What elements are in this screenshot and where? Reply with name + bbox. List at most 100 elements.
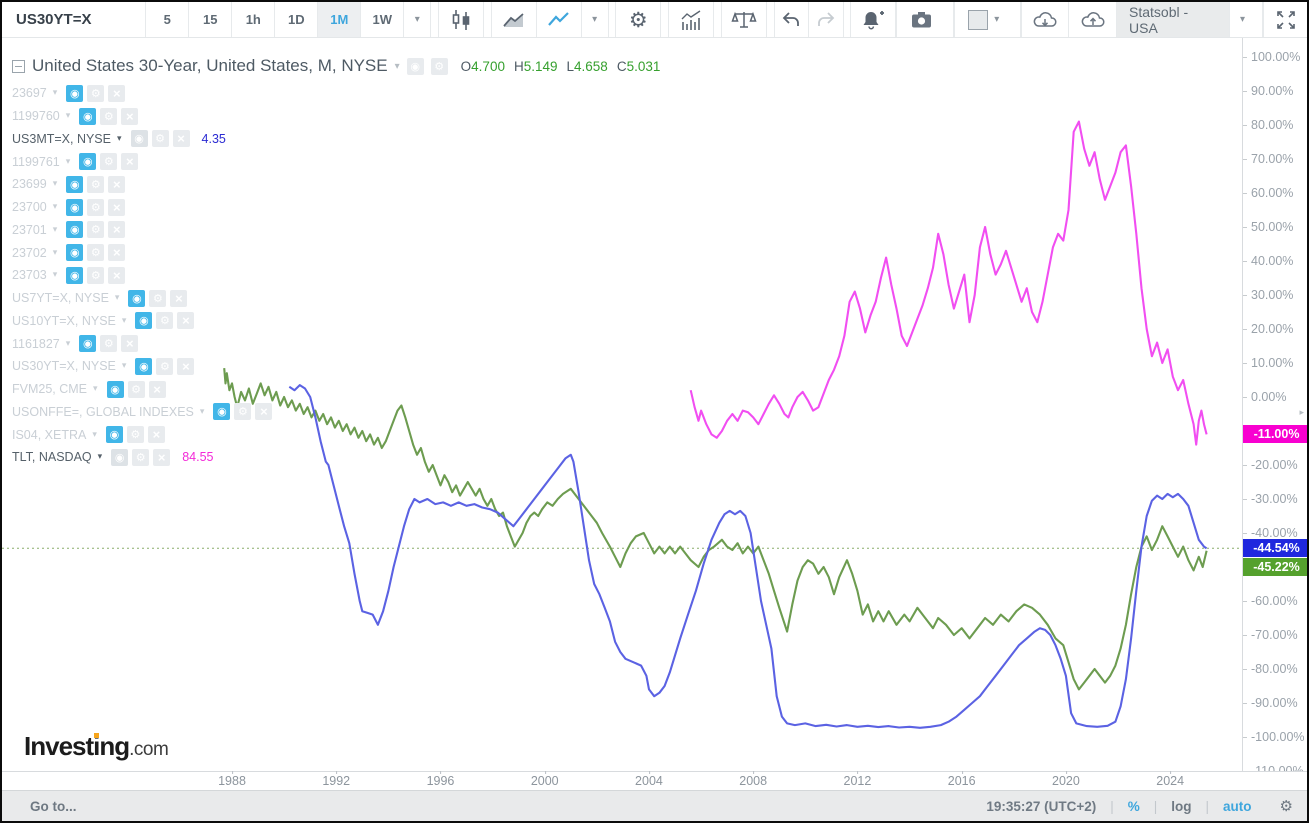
legend-row-gear-icon[interactable]: ⚙: [87, 198, 105, 216]
clock-display[interactable]: 19:35:27 (UTC+2): [986, 798, 1097, 814]
series-line-tlt[interactable]: [689, 120, 1208, 446]
legend-row-eye-icon[interactable]: ◉: [66, 198, 84, 216]
legend-row-caret-icon[interactable]: ▾: [52, 179, 58, 190]
legend-row-label[interactable]: USONFFE=, GLOBAL INDEXES: [12, 404, 194, 419]
legend-row-label[interactable]: 23699: [12, 177, 47, 192]
percent-scale-button[interactable]: %: [1127, 798, 1140, 814]
legend-row-label[interactable]: FVM25, CME: [12, 382, 88, 397]
legend-row-caret-icon[interactable]: ▾: [52, 247, 58, 258]
legend-row-close-icon[interactable]: ×: [108, 84, 126, 102]
axis-settings-gear-icon[interactable]: ⚙: [1279, 797, 1293, 815]
legend-row-caret-icon[interactable]: ▾: [65, 111, 71, 122]
timeframe-button-5[interactable]: 5: [146, 2, 190, 37]
legend-row-label[interactable]: 23697: [12, 86, 47, 101]
legend-row-eye-icon[interactable]: ◉: [66, 266, 84, 284]
legend-row-eye-icon[interactable]: ◉: [106, 380, 124, 398]
load-layout-button[interactable]: [1020, 2, 1069, 37]
add-alert-button[interactable]: [851, 2, 897, 37]
legend-row-close-icon[interactable]: ×: [108, 244, 126, 262]
layout-select-button[interactable]: ▾: [953, 2, 1013, 37]
series-line-us3m[interactable]: [288, 384, 1208, 729]
legend-row-close-icon[interactable]: ×: [255, 403, 273, 421]
auto-scale-button[interactable]: auto: [1223, 798, 1252, 814]
legend-row-eye-icon[interactable]: ◉: [66, 84, 84, 102]
time-axis[interactable]: 1988 1992 1996 2000 2004 2008 2012 2016 2020 2024: [2, 771, 1307, 790]
legend-row-gear-icon[interactable]: ⚙: [156, 312, 174, 330]
timeframe-button-1h[interactable]: 1h: [232, 2, 276, 37]
legend-row-label[interactable]: 1161827: [12, 336, 60, 351]
timeframe-button-1W[interactable]: 1W: [361, 2, 405, 37]
legend-row-label[interactable]: US10YT=X, NYSE: [12, 313, 116, 328]
legend-row-close-icon[interactable]: ×: [108, 198, 126, 216]
legend-row-gear-icon[interactable]: ⚙: [126, 426, 144, 444]
legend-row-caret-icon[interactable]: ▾: [92, 429, 97, 440]
legend-row-label[interactable]: 23703: [12, 268, 47, 283]
legend-row-gear-icon[interactable]: ⚙: [149, 289, 167, 307]
legend-row-label[interactable]: 23700: [12, 200, 47, 215]
goto-button[interactable]: Go to...: [30, 798, 77, 814]
legend-row-gear-icon[interactable]: ⚙: [151, 130, 169, 148]
legend-row-label[interactable]: TLT, NASDAQ: [12, 450, 92, 465]
candlestick-chart-button[interactable]: [439, 2, 484, 37]
legend-row-label[interactable]: 23702: [12, 245, 47, 260]
legend-collapse-icon[interactable]: [12, 59, 25, 73]
legend-row-caret-icon[interactable]: ▾: [65, 156, 71, 167]
legend-row-eye-icon[interactable]: ◉: [130, 130, 148, 148]
legend-row-eye-icon[interactable]: ◉: [79, 335, 97, 353]
legend-row-caret-icon[interactable]: ▾: [199, 406, 205, 417]
legend-row-close-icon[interactable]: ×: [108, 266, 126, 284]
legend-row-caret-icon[interactable]: ▾: [52, 202, 58, 213]
timeframe-dropdown-icon[interactable]: ▾: [404, 2, 432, 37]
legend-row-close-icon[interactable]: ×: [177, 312, 195, 330]
legend-row-close-icon[interactable]: ×: [177, 357, 195, 375]
legend-row-close-icon[interactable]: ×: [147, 426, 165, 444]
main-series-caret-icon[interactable]: ▾: [394, 60, 400, 72]
legend-row-close-icon[interactable]: ×: [148, 380, 166, 398]
compare-button[interactable]: [722, 2, 767, 37]
chart-settings-button[interactable]: ⚙: [616, 2, 662, 37]
legend-row-label[interactable]: 23701: [12, 222, 47, 237]
legend-row-caret-icon[interactable]: ▾: [121, 315, 127, 326]
legend-row-label[interactable]: US30YT=X, NYSE: [12, 359, 116, 374]
undo-button[interactable]: [775, 2, 810, 37]
legend-row-eye-icon[interactable]: ◉: [66, 244, 84, 262]
legend-row-label[interactable]: US3MT=X, NYSE: [12, 131, 111, 146]
legend-row-eye-icon[interactable]: ◉: [79, 153, 97, 171]
legend-row-gear-icon[interactable]: ⚙: [100, 153, 118, 171]
save-layout-button[interactable]: [1068, 2, 1116, 37]
legend-row-gear-icon[interactable]: ⚙: [87, 266, 105, 284]
legend-row-gear-icon[interactable]: ⚙: [127, 380, 145, 398]
price-axis[interactable]: 100.00% 90.00% 80.00% 70.00% 60.00% 50.00% 40.…: [1242, 38, 1307, 778]
area-chart-button[interactable]: [492, 2, 537, 37]
legend-row-caret-icon[interactable]: ▾: [52, 224, 58, 235]
legend-row-eye-icon[interactable]: ◉: [213, 403, 231, 421]
log-scale-button[interactable]: log: [1171, 798, 1192, 814]
legend-row-close-icon[interactable]: ×: [172, 130, 190, 148]
legend-row-eye-icon[interactable]: ◉: [111, 448, 129, 466]
fullscreen-button[interactable]: [1263, 2, 1307, 37]
main-series-gear-icon[interactable]: ⚙: [430, 57, 448, 75]
legend-row-close-icon[interactable]: ×: [121, 153, 139, 171]
legend-row-caret-icon[interactable]: ▾: [52, 88, 58, 99]
series-line-us30y[interactable]: [223, 368, 1208, 691]
symbol-input[interactable]: US30YT=X: [2, 2, 147, 37]
legend-row-gear-icon[interactable]: ⚙: [132, 448, 150, 466]
legend-row-eye-icon[interactable]: ◉: [135, 357, 153, 375]
legend-row-caret-icon[interactable]: ▾: [93, 384, 98, 395]
legend-row-label[interactable]: 1199760: [12, 109, 60, 124]
legend-row-gear-icon[interactable]: ⚙: [87, 84, 105, 102]
main-series-title[interactable]: United States 30-Year, United States, M,…: [32, 56, 388, 75]
legend-row-gear-icon[interactable]: ⚙: [100, 107, 118, 125]
timeframe-button-15[interactable]: 15: [189, 2, 233, 37]
legend-row-eye-icon[interactable]: ◉: [66, 175, 84, 193]
legend-row-gear-icon[interactable]: ⚙: [234, 403, 252, 421]
legend-row-eye-icon[interactable]: ◉: [66, 221, 84, 239]
legend-row-gear-icon[interactable]: ⚙: [87, 244, 105, 262]
legend-row-gear-icon[interactable]: ⚙: [156, 357, 174, 375]
legend-row-label[interactable]: IS04, XETRA: [12, 427, 87, 442]
legend-row-close-icon[interactable]: ×: [108, 175, 126, 193]
legend-row-caret-icon[interactable]: ▾: [52, 270, 58, 281]
timeframe-button-1D[interactable]: 1D: [275, 2, 319, 37]
saved-layout-name[interactable]: Statsobl - USA: [1116, 2, 1229, 37]
legend-row-caret-icon[interactable]: ▾: [114, 293, 120, 304]
